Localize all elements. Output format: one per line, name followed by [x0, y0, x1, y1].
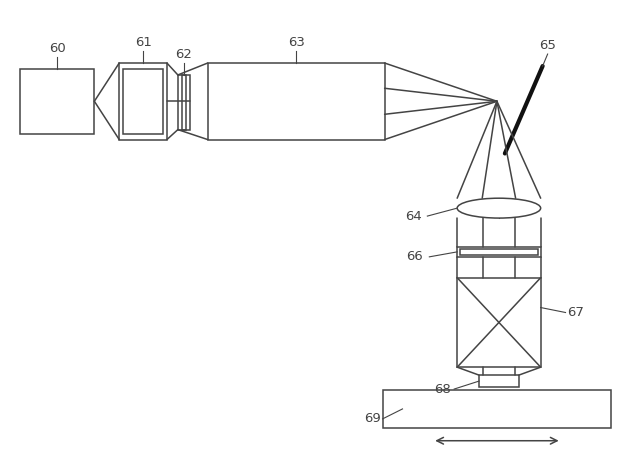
Bar — [457, 278, 541, 367]
Text: 61: 61 — [134, 36, 152, 49]
Text: 69: 69 — [364, 413, 381, 426]
Bar — [207, 63, 385, 140]
Text: 63: 63 — [288, 36, 305, 49]
Bar — [479, 375, 519, 387]
Text: 64: 64 — [404, 210, 421, 223]
Bar — [20, 69, 94, 134]
Text: 67: 67 — [568, 306, 584, 319]
Bar — [182, 75, 186, 130]
Ellipse shape — [457, 198, 541, 218]
Text: 68: 68 — [435, 383, 451, 395]
Bar — [460, 249, 538, 255]
Text: 60: 60 — [49, 42, 65, 55]
Bar — [383, 390, 611, 428]
Bar — [457, 247, 541, 257]
Bar — [123, 69, 163, 134]
Bar — [178, 75, 190, 130]
Text: 62: 62 — [175, 48, 192, 61]
Text: 65: 65 — [539, 39, 556, 52]
Bar — [119, 63, 167, 140]
Text: 66: 66 — [406, 250, 424, 263]
